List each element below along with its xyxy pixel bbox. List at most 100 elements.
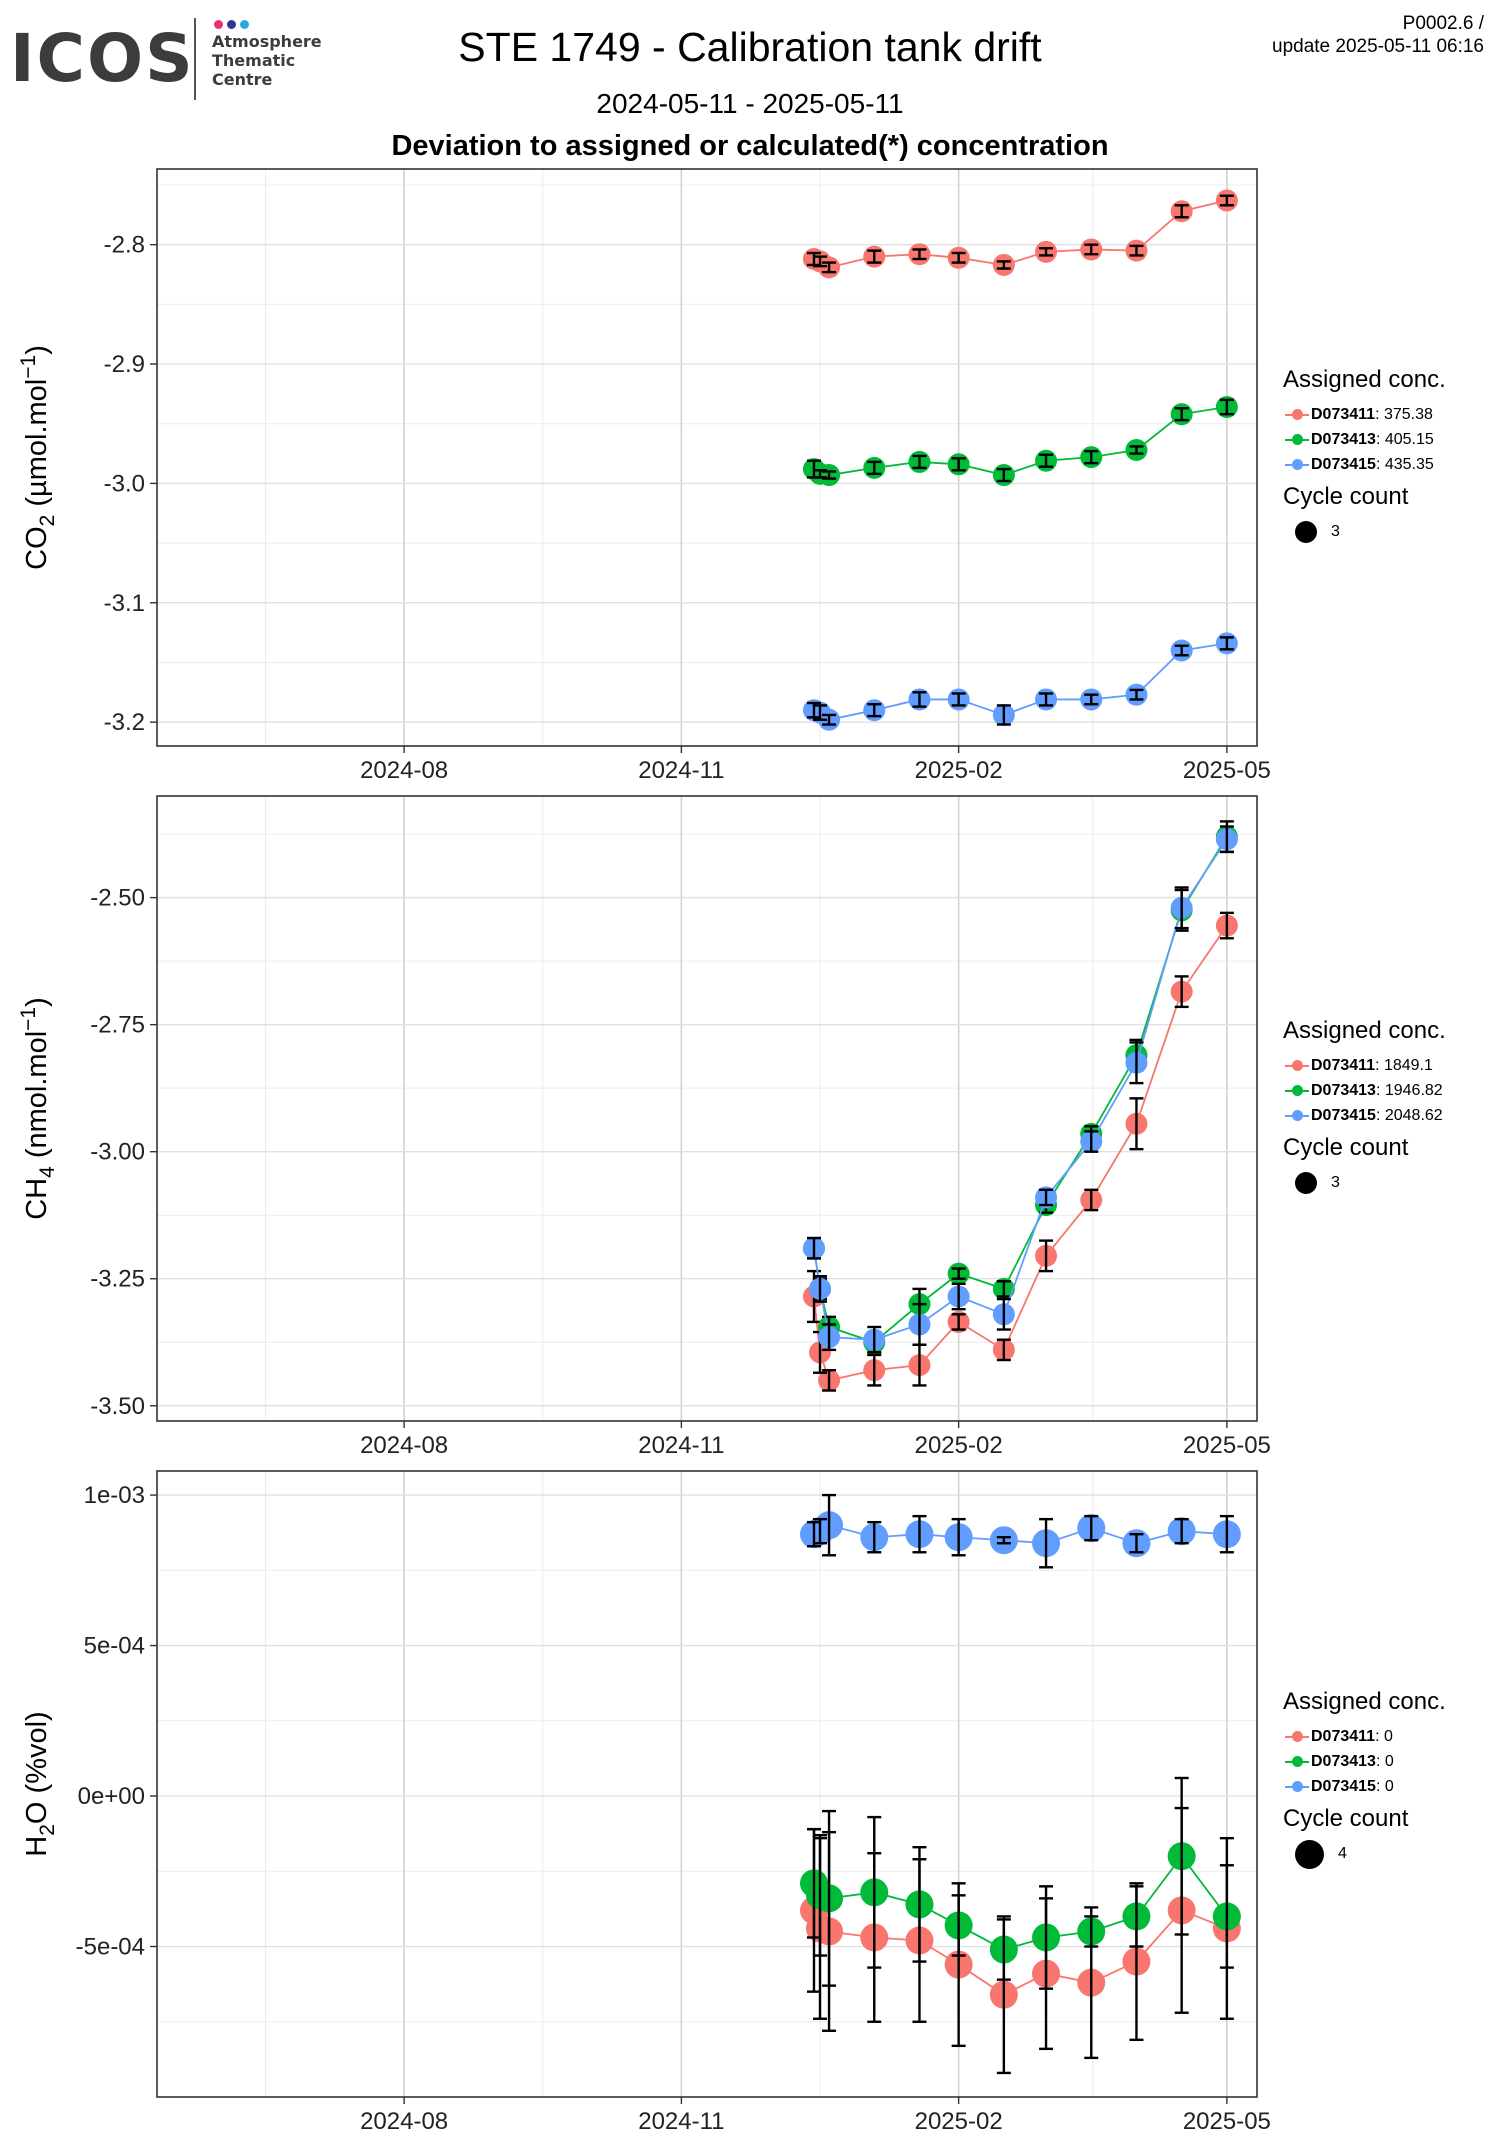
logo-sub-line-2: Thematic [212, 51, 296, 70]
error-bar-D073415 [1219, 825, 1234, 854]
legend-key [1283, 402, 1311, 427]
error-bar-D073413 [996, 467, 1011, 483]
x-tick-label: 2025-05 [1183, 757, 1271, 784]
error-bar-D073411 [813, 255, 828, 268]
error-bar-D073415 [1039, 1517, 1054, 1569]
legend-assigned-value: : 405.15 [1375, 431, 1434, 448]
error-bar-D073415 [867, 1325, 882, 1354]
y-tick-label: 0e+00 [78, 1783, 145, 1810]
error-bar-D073411 [867, 249, 882, 264]
page-title: STE 1749 - Calibration tank drift [458, 24, 1042, 70]
error-bar-D073413 [1129, 445, 1144, 455]
y-axis-label-unit: (µmol.mol [21, 379, 53, 515]
cycle-count-item: 4 [1283, 1833, 1446, 1875]
cycle-count-item: 3 [1283, 511, 1446, 553]
y-axis-label-sub: 2 [36, 515, 59, 527]
x-tick-label: 2024-11 [638, 1432, 724, 1459]
legend-key [1283, 1724, 1311, 1749]
error-bar-D073411 [867, 1353, 882, 1387]
cycle-count-dot [1295, 1839, 1324, 1869]
x-tick-label: 2024-08 [360, 757, 448, 784]
error-bar-D073411 [951, 1313, 966, 1331]
error-bar-D073413 [912, 1846, 927, 1963]
x-tick-label: 2025-05 [1183, 2108, 1271, 2135]
error-bar-D073413 [813, 1833, 828, 1957]
error-bar-D073413 [1039, 1885, 1054, 1990]
cycle-count-dot [1295, 521, 1317, 543]
version-line: P0002.6 / [1402, 13, 1484, 34]
legend-ch4: Assigned conc. D073411: 1849.1 D073413: 19… [1283, 1017, 1446, 1204]
logo-sub-line-1: Atmosphere [212, 32, 322, 51]
error-bar-D073415 [1039, 1188, 1054, 1207]
error-bar-D073413 [1219, 1864, 1234, 1969]
error-bar-D073413 [1039, 453, 1054, 468]
error-bar-D073415 [867, 1520, 882, 1554]
error-bar-D073413 [1084, 1915, 1099, 1948]
y-tick-label: -2.50 [90, 885, 145, 912]
error-bar-D073415 [813, 1274, 828, 1303]
date-range: 2024-05-11 - 2025-05-11 [596, 88, 904, 119]
error-bar-D073413 [822, 1809, 837, 1987]
y-axis-label: H2O (%vol) [21, 1711, 59, 1856]
error-bar-D073415 [1219, 636, 1234, 651]
legend-assigned-value: : 1946.82 [1375, 1082, 1443, 1099]
error-bar-D073413 [1129, 1885, 1144, 1948]
cycle-count-dot [1295, 1172, 1317, 1194]
x-tick-label: 2024-08 [360, 2108, 448, 2135]
legend-title: Assigned conc. [1283, 366, 1446, 393]
error-bar-D073415 [996, 1536, 1011, 1545]
x-tick-label: 2024-11 [638, 2108, 724, 2135]
error-bar-D073413 [951, 1267, 966, 1280]
cycle-count-title: Cycle count [1283, 1134, 1409, 1161]
error-bar-D073413 [996, 1280, 1011, 1298]
error-bar-D073413 [1219, 398, 1234, 416]
error-bar-D073415 [1129, 688, 1144, 701]
error-bar-D073411 [1219, 194, 1234, 207]
logo-dot-3 [240, 20, 249, 29]
cycle-count-value: 3 [1331, 523, 1340, 540]
legend-series-name: D073413 [1311, 431, 1376, 448]
error-bar-D073415 [1174, 886, 1189, 930]
error-bar-D073415 [822, 713, 837, 726]
legend-item: D073415: 2048.62 [1283, 1103, 1446, 1128]
error-bar-D073415 [912, 1302, 927, 1346]
y-tick-label: -3.2 [104, 709, 145, 736]
legend-title: Assigned conc. [1283, 1688, 1446, 1715]
x-tick-label: 2025-02 [915, 2108, 1003, 2135]
error-bar-D073413 [822, 470, 837, 480]
y-tick-label: -2.75 [90, 1012, 145, 1039]
error-bar-D073411 [822, 261, 837, 274]
logo-sub-line-3: Centre [212, 70, 273, 89]
legend-series-name: D073411 [1311, 406, 1376, 423]
legend-title: Assigned conc. [1283, 1017, 1446, 1044]
error-bar-D073415 [1129, 1041, 1144, 1085]
y-axis-label-main: CO [21, 526, 53, 570]
y-tick-label: -5e-04 [76, 1934, 145, 1961]
y-axis-label-sub: 2 [36, 1824, 59, 1836]
legend-assigned-value: : 435.35 [1375, 456, 1434, 473]
y-axis-label: CH4 (nmol.mol−1) [17, 997, 59, 1220]
legend-item: D073413: 1946.82 [1283, 1078, 1446, 1103]
legend-item: D073415: 435.35 [1283, 452, 1446, 477]
y-tick-label: -3.00 [90, 1139, 145, 1166]
error-bar-D073413 [951, 1894, 966, 1957]
error-bar-D073415 [1084, 1514, 1099, 1542]
legend-assigned-value: : 0 [1375, 1753, 1394, 1770]
error-bar-D073411 [1084, 243, 1099, 256]
error-bar-D073415 [813, 704, 828, 721]
error-bar-D073411 [822, 1368, 837, 1392]
cycle-count-value: 4 [1338, 1845, 1347, 1862]
legend-assigned-value: : 0 [1375, 1728, 1393, 1745]
error-bar-D073415 [822, 1493, 837, 1557]
legend-series-name: D073413 [1311, 1082, 1376, 1099]
error-bar-D073415 [1129, 1533, 1144, 1554]
update-line: update 2025-05-11 06:16 [1272, 36, 1484, 57]
legend-assigned-value: : 375.38 [1375, 406, 1433, 423]
error-bar-D073413 [867, 1815, 882, 1969]
error-bar-D073411 [1174, 204, 1189, 219]
error-bar-D073413 [912, 454, 927, 470]
legend-series-name: D073415 [1311, 456, 1376, 473]
error-bar-D073411 [1174, 975, 1189, 1009]
logo-subtitle: Atmosphere Thematic Centre [212, 32, 322, 89]
